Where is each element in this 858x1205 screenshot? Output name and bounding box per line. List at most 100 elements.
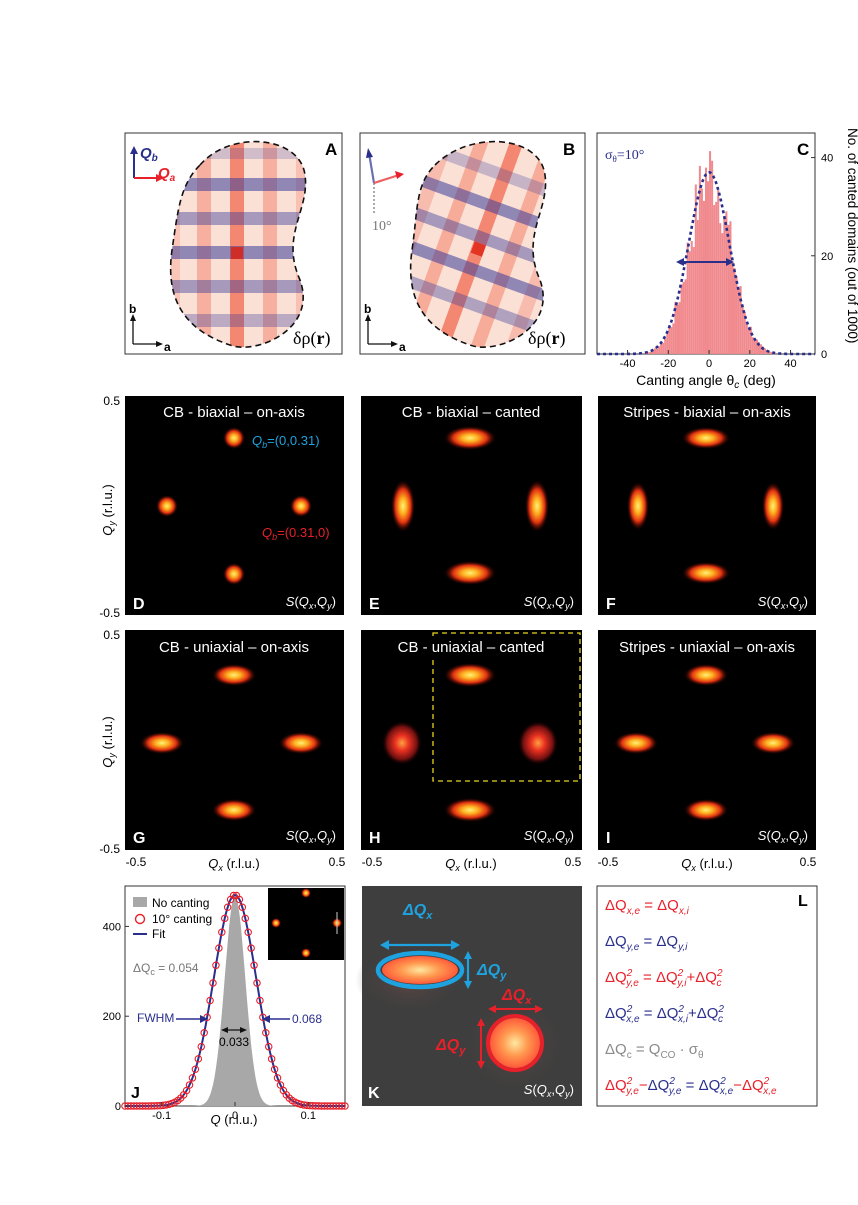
legend-fit: Fit (152, 927, 166, 941)
inset-diffraction (268, 888, 344, 960)
histogram-y-tick: 0 (821, 349, 827, 361)
panel-c: σθ=10° -40 -20 0 20 40 0 20 40 Canting angle θ… (596, 128, 858, 391)
panel-g: CB - uniaxial – on-axis G S(Qx,Qy) (125, 630, 344, 850)
histogram-x-label: Canting angle θc (deg) (636, 372, 776, 391)
histogram-bar (682, 281, 685, 354)
gaussian-fit-curve (597, 170, 815, 356)
panel-d: CB - biaxial – on-axis Qb=(0,0.31) Qb=(0… (125, 396, 344, 615)
qb-label-red: Qb=(0.31,0) (262, 525, 330, 542)
canting-marker (250, 961, 258, 970)
quadrant-highlight-box (432, 632, 581, 782)
bragg-arc-left (627, 482, 649, 530)
histogram-bar (666, 333, 669, 354)
lattice-axes-b: b a (364, 302, 406, 354)
j-y-tick: 400 (103, 921, 121, 933)
canting-marker (200, 1028, 208, 1037)
histogram-bar (674, 301, 677, 354)
histogram-bar (670, 327, 673, 354)
canting-markers (121, 891, 349, 1110)
canting-marker (220, 914, 229, 923)
histogram-bar (735, 276, 738, 354)
structure-factor-label-e: S(Qx,Qy) (524, 594, 574, 611)
histogram-bar (759, 344, 763, 354)
dqy-red-arrow (477, 1018, 485, 1069)
panel-title-h: CB - uniaxial – canted (398, 639, 545, 656)
canting-marker (209, 979, 217, 987)
canting-marker (264, 1042, 273, 1051)
qx-axis-label: Qx (r.l.u.) (208, 856, 259, 873)
histogram-bar (668, 327, 671, 354)
panel-letter-k: K (368, 1085, 380, 1102)
histogram-bar (692, 247, 695, 354)
histogram-bar (647, 352, 650, 354)
canting-marker (182, 1086, 191, 1095)
bragg-peak-bottom (684, 799, 728, 821)
bragg-arc-bottom (444, 561, 496, 585)
canting-marker (197, 1042, 206, 1051)
histogram-bar (768, 351, 771, 354)
structure-factor-label-k: S(Qx,Qy) (524, 1082, 574, 1099)
histogram-bar (662, 342, 665, 354)
j-x-tick: 0 (232, 1110, 238, 1122)
bragg-peak-top (212, 664, 256, 686)
panel-title-f: Stripes - biaxial – on-axis (623, 404, 791, 421)
no-canting-profile (125, 895, 345, 1106)
red-contour (486, 1014, 544, 1072)
panel-letter-c: C (797, 140, 809, 159)
histogram-bar (686, 242, 689, 354)
dqx-cyan-label: ΔQx (402, 902, 433, 922)
structure-factor-label-g: S(Qx,Qy) (286, 828, 336, 845)
panel-title-i: Stripes - uniaxial – on-axis (619, 639, 795, 656)
panel-e: CB - biaxial – canted E S(Qx,Qy) (361, 396, 582, 615)
cyan-contour (375, 950, 465, 990)
j-x-ticks: -0.1 0 0.1 (152, 1102, 316, 1122)
histogram-bar (753, 339, 756, 354)
histogram-bar (739, 286, 742, 354)
canting-marker (194, 1055, 203, 1063)
canting-marker (229, 891, 238, 900)
histogram-bar (729, 221, 732, 354)
panel-title-d: CB - biaxial – on-axis (163, 404, 305, 421)
histogram-bar (709, 151, 712, 354)
equation-6: ΔQ2 y,e−ΔQ2 y,e = ΔQ2 x,e−ΔQ2 x,e (605, 1076, 777, 1097)
qx-tick-right: 0.5 (800, 855, 817, 869)
canting-marker (244, 928, 252, 936)
canting-marker (235, 895, 244, 904)
dqy-cyan-arrow (464, 951, 472, 989)
histogram-bar (688, 251, 691, 354)
elliptical-peak (382, 956, 458, 984)
canting-marker (191, 1065, 200, 1074)
canting-marker (338, 1102, 346, 1110)
histogram-bar (743, 312, 746, 354)
dqx-cyan-arrow (380, 940, 460, 950)
histogram-bar (656, 348, 659, 354)
qy-tick-bottom: -0.5 (99, 842, 120, 856)
canting-marker (341, 1102, 349, 1110)
sigma-label: σθ=10° (605, 148, 644, 164)
histogram-bar (762, 346, 765, 354)
histogram-bar (678, 302, 681, 354)
qx-axis-label: Qx (r.l.u.) (445, 856, 496, 873)
histogram-bar (649, 351, 653, 354)
canting-marker (273, 1074, 282, 1082)
panel-i: Stripes - uniaxial – on-axis I S(Qx,Qy) (598, 630, 816, 850)
panel-k: ΔQx ΔQy ΔQx ΔQy K S(Qx,Qy) (355, 886, 582, 1106)
histogram-bar (755, 339, 758, 354)
structure-factor-label-i: S(Qx,Qy) (758, 828, 808, 845)
dqy-cyan-label: ΔQy (476, 962, 507, 982)
canting-marker (267, 1055, 276, 1063)
density-label-b: δρ(r) (528, 328, 565, 349)
histogram-bar (660, 341, 663, 354)
panel-a: Qb Qa b a δρ(r) A (124, 132, 343, 355)
j-x-label: Q (r.l.u.) (211, 1112, 258, 1127)
bragg-arc-top (444, 426, 496, 450)
canting-marker (241, 914, 250, 923)
qx-tick-right: 0.5 (565, 855, 582, 869)
histogram-x-tick: 0 (706, 358, 712, 370)
lattice-axes-a: b a (129, 302, 171, 354)
svg-text:a: a (164, 340, 171, 354)
histogram-bar (725, 211, 728, 354)
histogram-bar (704, 167, 708, 354)
fwhm-arrows (176, 1015, 290, 1033)
